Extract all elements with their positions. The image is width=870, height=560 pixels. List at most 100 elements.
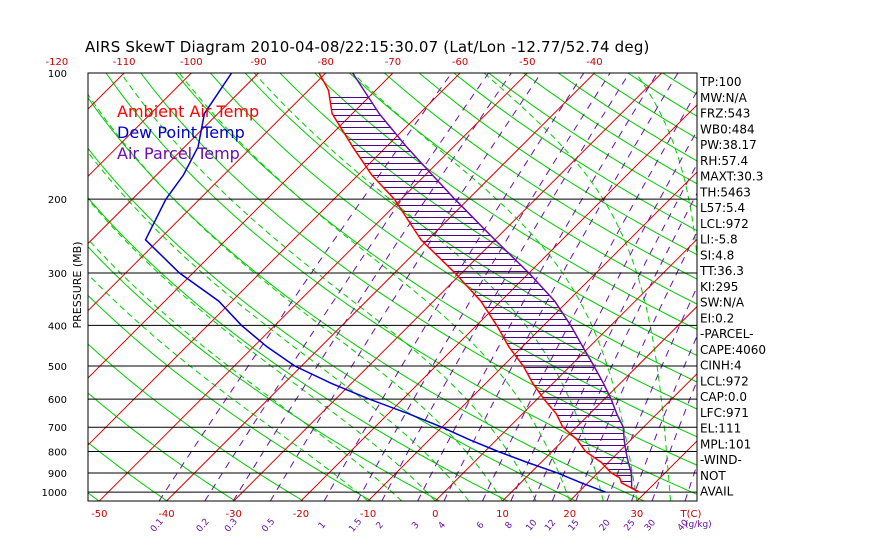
dry-adiabat [244,73,697,383]
dew-point-temp-line [144,73,606,493]
mixing-ratio-line [684,463,697,501]
dry-adiabat [349,73,697,305]
moist-adiabat [483,73,671,501]
mixing-ratio-tick: 20 [598,518,613,533]
bottom-temp-tick: 30 [631,509,644,520]
legend-entry: Air Parcel Temp [117,144,240,163]
top-temp-tick: -60 [452,57,468,68]
stability-index: -WIND- [700,453,742,467]
mixing-ratio-tick: 25 [623,518,638,533]
pressure-ticks: 100 200 300 400 500 600 700 800 900 1000 [42,69,67,499]
pressure-tick: 600 [48,395,67,406]
mixing-ratio-ticks: 0.1 0.2 0.3 0.5 1 1.5 2 3 4 6 8 10 12 15 20 25 30 40(g/kg… [149,517,712,534]
mixing-ratio-tick: 1 [317,520,328,531]
cape-hatching [329,97,632,489]
stability-index: TP:100 [699,75,742,89]
moist-adiabat [253,73,604,501]
mixing-ratio-tick: 6 [475,520,487,531]
isotherm-line [88,73,394,379]
dry-adiabat [383,73,697,280]
isotherm-line [502,305,697,501]
mixing-ratio-tick: 8 [504,520,516,531]
isotherm-line [88,73,327,312]
mixing-ratio-tick: 0.2 [195,517,212,534]
isotherm-line [88,73,461,446]
stability-index: WB0:484 [700,122,755,136]
moist-adiabat-lines [88,73,697,501]
mixing-ratio-line [443,73,679,501]
stability-index: LCL:972 [700,374,749,388]
pressure-tick: 500 [48,362,67,373]
pressure-tick: 300 [48,269,67,280]
stability-index: SI:4.8 [700,248,734,262]
dry-adiabat [175,73,697,438]
stability-index: AVAIL [700,485,734,499]
isotherm-line [88,73,125,110]
mixing-ratio-tick: 15 [567,518,582,533]
stability-index: L57:5.4 [700,201,745,215]
top-temperature-ticks: -120 -110 -100 -90 -80 -70 -60 -50 -40 [46,57,603,68]
isotherm-line [88,73,192,178]
mixing-ratio-line [631,334,697,501]
moist-adiabat [88,198,436,501]
mixing-ratio-line [204,73,490,501]
pressure-tick: 700 [48,423,67,434]
mixing-ratio-tick: 30 [643,518,658,533]
stability-index: EI:0.2 [700,311,734,325]
dry-adiabat [279,73,697,357]
top-temp-tick: -80 [318,57,334,68]
isotherm-line [166,73,595,501]
pressure-tick: 400 [48,321,67,332]
isotherm-line [88,73,259,245]
bottom-temp-tick: 10 [496,509,509,520]
mixing-ratio-line [606,286,697,501]
moist-adiabat [88,238,403,501]
isotherm-line [300,104,697,501]
profile-series [144,73,640,493]
bottom-temp-tick: -10 [360,509,376,520]
stability-index: MAXT:30.3 [700,170,763,184]
pressure-tick: 800 [48,448,67,459]
stability-index: NOT [700,469,726,483]
stability-index: RH:57.4 [700,154,748,168]
mixing-ratio-line [158,73,453,501]
stability-index: -PARCEL- [700,327,754,341]
isotherm-line [98,73,528,501]
top-temp-tick: -40 [586,57,602,68]
top-temp-tick: -50 [519,57,535,68]
mixing-ratio-tick: 0.5 [260,517,277,534]
isobar-lines [88,198,697,493]
dry-adiabat [837,73,870,503]
top-temp-tick: -120 [46,57,69,68]
isotherm-line [434,238,697,501]
isotherm-line [771,73,870,501]
bottom-temperature-ticks: -50 -40 -30 -20 -10 0 10 20 30 T(C) [91,509,701,520]
pressure-tick: 100 [48,69,67,80]
isotherm-lines [88,73,870,501]
stability-index: FRZ:543 [700,107,750,121]
top-temp-tick: -110 [113,57,136,68]
dry-adiabat [418,73,697,256]
stability-index: PW:38.17 [700,138,757,152]
legend: Ambient Air Temp Dew Point Temp Air Parcel… [117,102,259,163]
mixing-ratio-tick: 10 [524,518,539,533]
moist-adiabat [178,73,571,501]
mixing-ratio-line [323,73,585,501]
chart-title: AIRS SkewT Diagram 2010-04-08/22:15:30.0… [85,38,650,56]
isotherm-line [233,73,663,501]
bottom-temp-tick: 20 [563,509,576,520]
moist-adiabat [352,73,638,501]
bottom-temp-tick: -20 [293,509,309,520]
dry-adiabat [88,492,100,501]
stability-index: LI:-5.8 [700,233,738,247]
mixing-ratio-line [381,73,630,501]
mixing-ratio-tick: 3 [410,520,421,531]
moist-adiabat [88,151,470,501]
bottom-temp-unit: T(C) [680,509,702,520]
pressure-tick: 900 [48,469,67,480]
bottom-temp-tick: 0 [432,509,438,520]
stability-index: TH:5463 [699,185,751,199]
mixing-ratio-line [232,73,512,501]
